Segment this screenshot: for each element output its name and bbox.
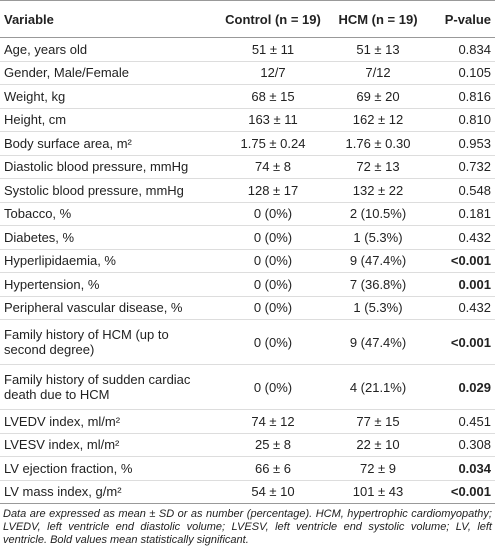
- table-cell: Tobacco, %: [0, 202, 216, 226]
- table-cell: 0.432: [426, 225, 495, 250]
- table-cell: 2 (10.5%): [330, 202, 426, 226]
- header-cell: P-value: [426, 0, 495, 38]
- table-row: LV ejection fraction, % 66 ± 6 72 ± 9 0.034: [0, 456, 495, 481]
- data-table: Variable Control (n = 19) HCM (n = 19) P-va…: [0, 0, 495, 504]
- header-cell: Control (n = 19): [216, 0, 330, 38]
- table-cell: Height, cm: [0, 108, 216, 132]
- table-cell: <0.001: [426, 480, 495, 504]
- table-cell: 0 (0%): [216, 364, 330, 410]
- table-row: Family history of HCM (up to second degr…: [0, 319, 495, 365]
- table-cell: 4 (21.1%): [330, 364, 426, 410]
- table-cell: Diabetes, %: [0, 225, 216, 250]
- table-cell: 0.834: [426, 37, 495, 62]
- table-cell: Family history of sudden cardiac death d…: [0, 364, 216, 410]
- table-cell: 1.76 ± 0.30: [330, 131, 426, 156]
- table-cell: 12/7: [216, 61, 330, 85]
- table-row: Family history of sudden cardiac death d…: [0, 364, 495, 410]
- table-cell: 9 (47.4%): [330, 249, 426, 273]
- table-cell: LV ejection fraction, %: [0, 456, 216, 481]
- table-cell: 0.001: [426, 272, 495, 297]
- table-cell: LVESV index, ml/m²: [0, 433, 216, 457]
- table-cell: 0.953: [426, 131, 495, 156]
- table-cell: 77 ± 15: [330, 409, 426, 434]
- table-row: Body surface area, m² 1.75 ± 0.24 1.76 ± 0…: [0, 131, 495, 156]
- table-cell: 0.548: [426, 178, 495, 203]
- table-cell: Weight, kg: [0, 84, 216, 109]
- table-cell: LV mass index, g/m²: [0, 480, 216, 504]
- table-cell: 0.034: [426, 456, 495, 481]
- header-cell: HCM (n = 19): [330, 0, 426, 38]
- table-cell: 132 ± 22: [330, 178, 426, 203]
- table-cell: 7/12: [330, 61, 426, 85]
- table-cell: 0.816: [426, 84, 495, 109]
- table-cell: 74 ± 8: [216, 155, 330, 179]
- table-row: Age, years old 51 ± 11 51 ± 13 0.834: [0, 37, 495, 62]
- table-cell: 0 (0%): [216, 272, 330, 297]
- header-row: Variable Control (n = 19) HCM (n = 19) P-va…: [0, 0, 495, 38]
- table-cell: LVEDV index, ml/m²: [0, 409, 216, 434]
- table-cell: 51 ± 13: [330, 37, 426, 62]
- table-cell: Age, years old: [0, 37, 216, 62]
- table-row: Diastolic blood pressure, mmHg 74 ± 8 72 ±…: [0, 155, 495, 179]
- table-cell: 0.181: [426, 202, 495, 226]
- table-row: Hypertension, % 0 (0%) 7 (36.8%) 0.001: [0, 272, 495, 297]
- table-cell: 0.029: [426, 364, 495, 410]
- table-row: Peripheral vascular disease, % 0 (0%) 1 (5…: [0, 296, 495, 320]
- table-row: LVEDV index, ml/m² 74 ± 12 77 ± 15 0.451: [0, 409, 495, 434]
- table-cell: 0.732: [426, 155, 495, 179]
- table-cell: 1 (5.3%): [330, 225, 426, 250]
- table-cell: 0.810: [426, 108, 495, 132]
- table-cell: 0.308: [426, 433, 495, 457]
- table-cell: 0 (0%): [216, 296, 330, 320]
- table-cell: 0 (0%): [216, 225, 330, 250]
- table-cell: 1.75 ± 0.24: [216, 131, 330, 156]
- table-row: LVESV index, ml/m² 25 ± 8 22 ± 10 0.308: [0, 433, 495, 457]
- table-cell: 72 ± 9: [330, 456, 426, 481]
- table-cell: 69 ± 20: [330, 84, 426, 109]
- table-cell: Gender, Male/Female: [0, 61, 216, 85]
- table-cell: 128 ± 17: [216, 178, 330, 203]
- header-cell: Variable: [0, 0, 216, 38]
- table-note: Data are expressed as mean ± SD or as nu…: [3, 508, 492, 546]
- table-cell: Diastolic blood pressure, mmHg: [0, 155, 216, 179]
- table-cell: 9 (47.4%): [330, 319, 426, 365]
- table-cell: 66 ± 6: [216, 456, 330, 481]
- table-cell: 7 (36.8%): [330, 272, 426, 297]
- table-row: LV mass index, g/m² 54 ± 10 101 ± 43 <0.001: [0, 480, 495, 504]
- table-cell: Family history of HCM (up to second degr…: [0, 319, 216, 365]
- table-cell: 0 (0%): [216, 202, 330, 226]
- table-cell: Peripheral vascular disease, %: [0, 296, 216, 320]
- table-cell: 72 ± 13: [330, 155, 426, 179]
- table-row: Height, cm 163 ± 11 162 ± 12 0.810: [0, 108, 495, 132]
- table-cell: 0.451: [426, 409, 495, 434]
- table-cell: <0.001: [426, 249, 495, 273]
- table-row: Gender, Male/Female 12/7 7/12 0.105: [0, 61, 495, 85]
- table-cell: 163 ± 11: [216, 108, 330, 132]
- table-cell: 1 (5.3%): [330, 296, 426, 320]
- table-row: Systolic blood pressure, mmHg 128 ± 17 132…: [0, 178, 495, 203]
- table-cell: 68 ± 15: [216, 84, 330, 109]
- table-cell: Body surface area, m²: [0, 131, 216, 156]
- table-row: Weight, kg 68 ± 15 69 ± 20 0.816: [0, 84, 495, 109]
- table-row: Tobacco, % 0 (0%) 2 (10.5%) 0.181: [0, 202, 495, 226]
- table-cell: 0 (0%): [216, 319, 330, 365]
- table-cell: <0.001: [426, 319, 495, 365]
- table-cell: 162 ± 12: [330, 108, 426, 132]
- table-cell: 0.105: [426, 61, 495, 85]
- table-cell: Hypertension, %: [0, 272, 216, 297]
- table-cell: Hyperlipidaemia, %: [0, 249, 216, 273]
- table-cell: 101 ± 43: [330, 480, 426, 504]
- table-cell: 51 ± 11: [216, 37, 330, 62]
- table-row: Diabetes, % 0 (0%) 1 (5.3%) 0.432: [0, 225, 495, 250]
- table-cell: 0 (0%): [216, 249, 330, 273]
- table-cell: 0.432: [426, 296, 495, 320]
- table-cell: Systolic blood pressure, mmHg: [0, 178, 216, 203]
- table-body: Age, years old 51 ± 11 51 ± 13 0.834 Gender,…: [0, 37, 495, 504]
- table-row: Hyperlipidaemia, % 0 (0%) 9 (47.4%) <0.001: [0, 249, 495, 273]
- table-cell: 22 ± 10: [330, 433, 426, 457]
- table-cell: 25 ± 8: [216, 433, 330, 457]
- table-cell: 74 ± 12: [216, 409, 330, 434]
- table-cell: 54 ± 10: [216, 480, 330, 504]
